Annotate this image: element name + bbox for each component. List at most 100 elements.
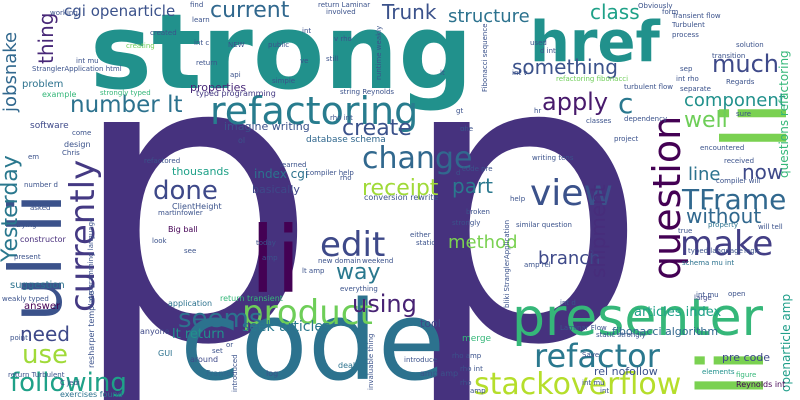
word: stackoverflow xyxy=(474,367,682,400)
word: answer xyxy=(24,301,61,312)
word: receipt xyxy=(362,176,439,201)
word: return xyxy=(196,59,218,67)
word: Save xyxy=(582,351,600,359)
word: programming language xyxy=(87,217,95,300)
word: d xyxy=(456,169,461,177)
word: martinfowler xyxy=(158,209,203,217)
word: true xyxy=(678,227,693,235)
word: Regards xyxy=(726,78,755,86)
word: Reynolds int xyxy=(736,380,786,389)
word: need xyxy=(20,322,70,346)
word: find xyxy=(190,1,204,9)
word: invaluable thing xyxy=(367,333,375,390)
word: separate xyxy=(680,85,711,93)
word: Trunk xyxy=(382,0,437,24)
word: code pre xyxy=(462,165,493,173)
word: amp amp xyxy=(420,369,459,378)
word: help xyxy=(510,195,526,203)
word: classes xyxy=(586,117,612,125)
word: broken xyxy=(466,208,490,216)
word: amp xyxy=(262,254,278,262)
word: Turbulent xyxy=(672,21,705,29)
word: ol xyxy=(238,136,246,145)
word: index cgi xyxy=(254,167,309,181)
word: ve xyxy=(300,57,309,65)
word: thing xyxy=(34,12,58,64)
word: return Turbulent xyxy=(8,371,65,379)
word: Big ball xyxy=(168,225,198,234)
word: href xyxy=(530,10,660,75)
word: view xyxy=(530,173,613,214)
word: much xyxy=(712,50,779,78)
word: created xyxy=(150,29,177,37)
word: return Laminar xyxy=(318,1,371,9)
word: pre code xyxy=(722,351,771,364)
word: process xyxy=(672,31,699,39)
word: rho int xyxy=(330,114,353,122)
word: em xyxy=(28,153,40,161)
word: without xyxy=(686,204,762,228)
word: today xyxy=(256,239,276,247)
word: new domain xyxy=(318,257,361,265)
word: refactoring fibonacci xyxy=(556,75,629,83)
word: one xyxy=(460,125,474,133)
word: large xyxy=(694,294,712,302)
word: thousands xyxy=(172,165,230,178)
word: simple xyxy=(272,77,296,85)
word: Obviously xyxy=(638,2,673,10)
word: solution xyxy=(736,41,764,49)
word: form xyxy=(662,8,679,16)
word: similar question xyxy=(516,221,572,229)
word: refactored xyxy=(144,157,181,165)
word: typed programming xyxy=(196,89,276,98)
word: compiler will xyxy=(716,177,761,185)
word: int v xyxy=(512,69,528,77)
word: anyone xyxy=(140,327,170,336)
word: rho xyxy=(460,379,472,387)
word: shipment xyxy=(586,184,610,278)
word: rho xyxy=(340,174,352,182)
word: fibonacci algorithm xyxy=(612,325,719,338)
word: resharper template xyxy=(87,290,96,368)
word: see xyxy=(184,247,197,255)
word: TFrame xyxy=(682,183,787,216)
word: product xyxy=(242,293,373,333)
word: Laminar Flow xyxy=(560,324,607,332)
word: still xyxy=(326,55,339,63)
word: now xyxy=(742,160,784,184)
word: or xyxy=(226,341,234,349)
word: come xyxy=(72,129,92,137)
word: rho int xyxy=(460,365,483,373)
word: example xyxy=(42,90,77,99)
word: runtime weakly xyxy=(375,25,383,80)
word: string Reynolds xyxy=(340,88,395,96)
word: look xyxy=(152,237,167,245)
word: static strongly xyxy=(596,331,646,339)
word: NEW xyxy=(228,41,245,49)
word: li xyxy=(250,207,302,314)
word: open xyxy=(728,290,746,298)
word: apply xyxy=(542,88,609,116)
word: static xyxy=(416,239,436,247)
word: int xyxy=(302,27,312,35)
word: return transient xyxy=(220,294,283,303)
word: int d xyxy=(560,299,576,307)
word: amp xyxy=(470,387,486,395)
word: rho amp xyxy=(452,352,482,360)
word: structure xyxy=(448,6,530,27)
word: number lt xyxy=(70,92,183,118)
word: lt xyxy=(440,69,445,77)
word: introduce xyxy=(404,356,438,364)
word: database schema xyxy=(306,135,386,145)
word: asked xyxy=(30,204,51,212)
word: public xyxy=(268,41,290,49)
word: hr xyxy=(534,107,542,115)
word: Chris xyxy=(62,149,80,157)
word: number d xyxy=(24,181,58,189)
word: component xyxy=(684,90,786,111)
word: basically xyxy=(252,183,300,196)
word: everything xyxy=(340,285,378,293)
word: branch xyxy=(538,248,601,269)
word: dependency xyxy=(624,115,668,123)
word: project xyxy=(614,135,639,143)
